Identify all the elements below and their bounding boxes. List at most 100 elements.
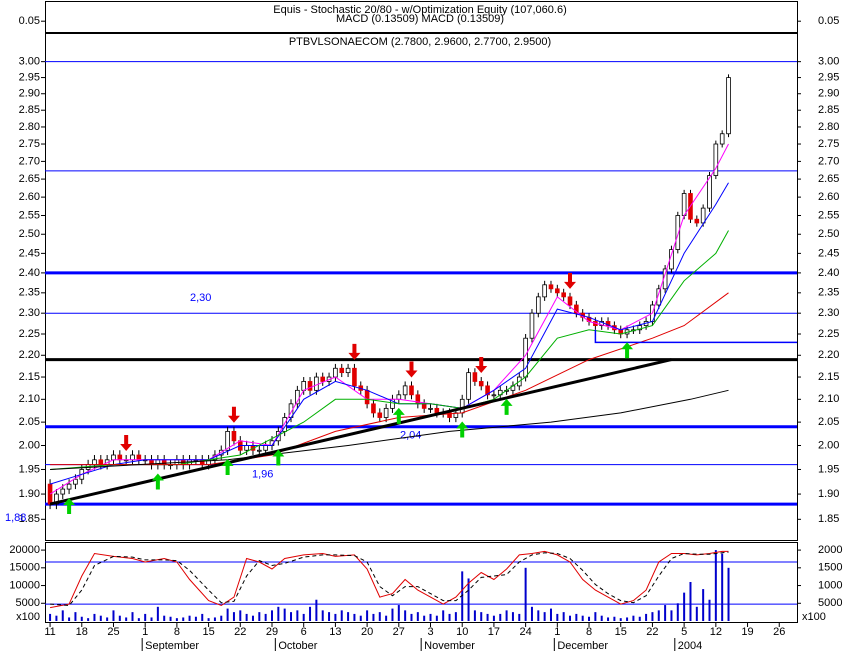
volume-bar xyxy=(492,615,495,621)
volume-bar xyxy=(232,612,235,621)
x-tick-label: 26 xyxy=(773,626,785,638)
volume-bar xyxy=(112,610,115,621)
volume-bar xyxy=(366,610,369,621)
candle-body xyxy=(47,483,53,505)
buy-arrow xyxy=(621,342,634,359)
volume-bar xyxy=(524,567,527,621)
y-tick-label: 2.10 xyxy=(818,393,839,405)
candle-body xyxy=(98,459,104,466)
x-tick-label: 8 xyxy=(174,626,180,638)
x-tick-label: 18 xyxy=(76,626,88,638)
y-tick-label: 2.65 xyxy=(19,173,40,185)
x-tick-label: 10 xyxy=(456,626,468,638)
volume-bar xyxy=(676,603,679,621)
buy-arrow xyxy=(456,421,469,438)
volume-bar xyxy=(638,616,641,621)
candle-body xyxy=(383,407,389,418)
month-label: November xyxy=(424,640,475,651)
y-tick-label: 1.90 xyxy=(818,488,839,500)
volume-bar xyxy=(416,612,419,621)
candle-body xyxy=(263,445,268,451)
volume-bar xyxy=(118,615,121,621)
y-tick-label: 2.35 xyxy=(818,287,839,299)
y-tick-label: 2.85 xyxy=(818,104,839,116)
candle-body xyxy=(726,77,731,135)
volume-bar xyxy=(435,615,438,621)
y-tick-label: 2.90 xyxy=(818,88,839,100)
volume-bar xyxy=(530,606,533,621)
volume-bar xyxy=(328,612,331,621)
volume-bar xyxy=(270,610,273,621)
candle-body xyxy=(681,193,687,216)
x-tick-label: 6 xyxy=(301,626,307,638)
buy-arrow xyxy=(272,449,285,466)
volume-bar xyxy=(385,615,388,621)
sell-arrow xyxy=(227,406,240,423)
candle-body xyxy=(92,459,97,466)
candle-body xyxy=(231,431,237,442)
volume-bar xyxy=(562,612,565,621)
y-tick-label: 2.25 xyxy=(19,328,40,340)
y-tick-label: 2.95 xyxy=(19,71,40,83)
candle-body xyxy=(409,385,414,396)
volume-bar xyxy=(429,613,432,621)
volume-bar xyxy=(239,610,242,621)
volume-bar xyxy=(125,617,128,621)
volume-bar xyxy=(106,617,109,621)
volume-bar xyxy=(61,610,64,621)
y-tick-label: 1.95 xyxy=(818,463,839,475)
volume-bar xyxy=(549,608,552,621)
y-tick-label: 0.05 xyxy=(19,15,40,27)
y-tick-label: 2.90 xyxy=(19,88,40,100)
volume-bar xyxy=(511,612,514,621)
volume-bar xyxy=(607,617,610,621)
y-tick-label: 5000 xyxy=(818,597,842,609)
y-tick-label: 2.05 xyxy=(19,416,40,428)
buy-arrow xyxy=(63,498,76,515)
volume-bar xyxy=(182,617,185,621)
volume-bar xyxy=(410,613,413,621)
volume-bar xyxy=(302,613,305,621)
candle-body xyxy=(574,304,579,314)
volume-bar xyxy=(150,617,153,621)
trend-line xyxy=(594,329,797,344)
candle-body xyxy=(542,284,547,298)
price-frame xyxy=(45,33,798,541)
volume-bar xyxy=(442,610,445,621)
volume-bar xyxy=(689,582,692,621)
y-tick-label: 10000 xyxy=(9,579,40,591)
y-tick-label: 2.80 xyxy=(19,121,40,133)
volume-bar xyxy=(74,612,77,621)
volume-bar xyxy=(404,610,407,621)
candle-body xyxy=(225,431,230,451)
y-tick-label: 1.85 xyxy=(19,513,40,525)
candle-body xyxy=(333,367,338,378)
y-tick-label: 2.85 xyxy=(19,104,40,116)
y-tick-label: 1.95 xyxy=(19,463,40,475)
volume-bar xyxy=(556,613,559,621)
candle-body xyxy=(466,372,471,400)
volume-bar xyxy=(619,618,622,621)
y-tick-label: 2.50 xyxy=(818,228,839,240)
volume-bar xyxy=(626,617,629,621)
volume-bar xyxy=(378,612,381,621)
volume-bar xyxy=(264,613,267,621)
volume-bar xyxy=(131,612,134,621)
candle-body xyxy=(345,367,351,374)
volume-bar xyxy=(296,610,299,621)
volume-bar xyxy=(664,605,667,621)
x-tick-label: 24 xyxy=(519,626,531,638)
y-tick-label: 20000 xyxy=(818,544,843,556)
y-tick-label: 10000 xyxy=(818,579,843,591)
candle-body xyxy=(73,478,78,485)
level-label: 2,04 xyxy=(400,430,421,442)
candle-body xyxy=(535,296,541,314)
candle-body xyxy=(656,288,662,306)
x-tick-label: 1 xyxy=(554,626,560,638)
candle-body xyxy=(637,325,643,331)
x-tick-label: 22 xyxy=(646,626,658,638)
x-tick-label: 20 xyxy=(361,626,373,638)
level-label: 1,96 xyxy=(252,469,273,481)
oscillator-line xyxy=(50,551,729,607)
